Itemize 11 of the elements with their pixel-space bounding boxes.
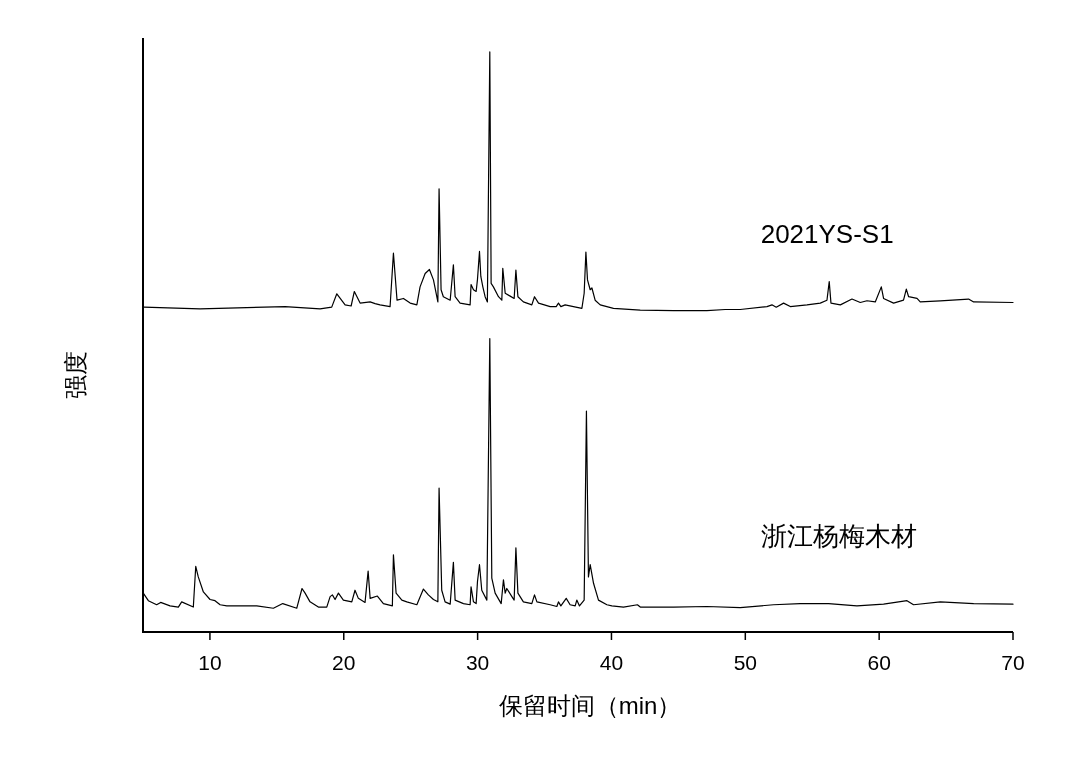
x-tick-label: 30 (465, 651, 490, 674)
series-label: 2021YS-S1 (760, 219, 894, 250)
x-axis-title: 保留时间（min） (498, 692, 682, 719)
x-tick-label: 20 (332, 651, 356, 674)
series-label: 浙江杨梅木材 (760, 520, 917, 551)
y-axis-title: 强度 (62, 351, 89, 399)
x-tick-label: 10 (198, 651, 222, 674)
x-tick-label: 70 (1001, 651, 1025, 674)
x-tick-label: 50 (733, 651, 757, 674)
x-tick-label: 40 (599, 651, 624, 674)
x-tick-label: 60 (867, 651, 891, 674)
